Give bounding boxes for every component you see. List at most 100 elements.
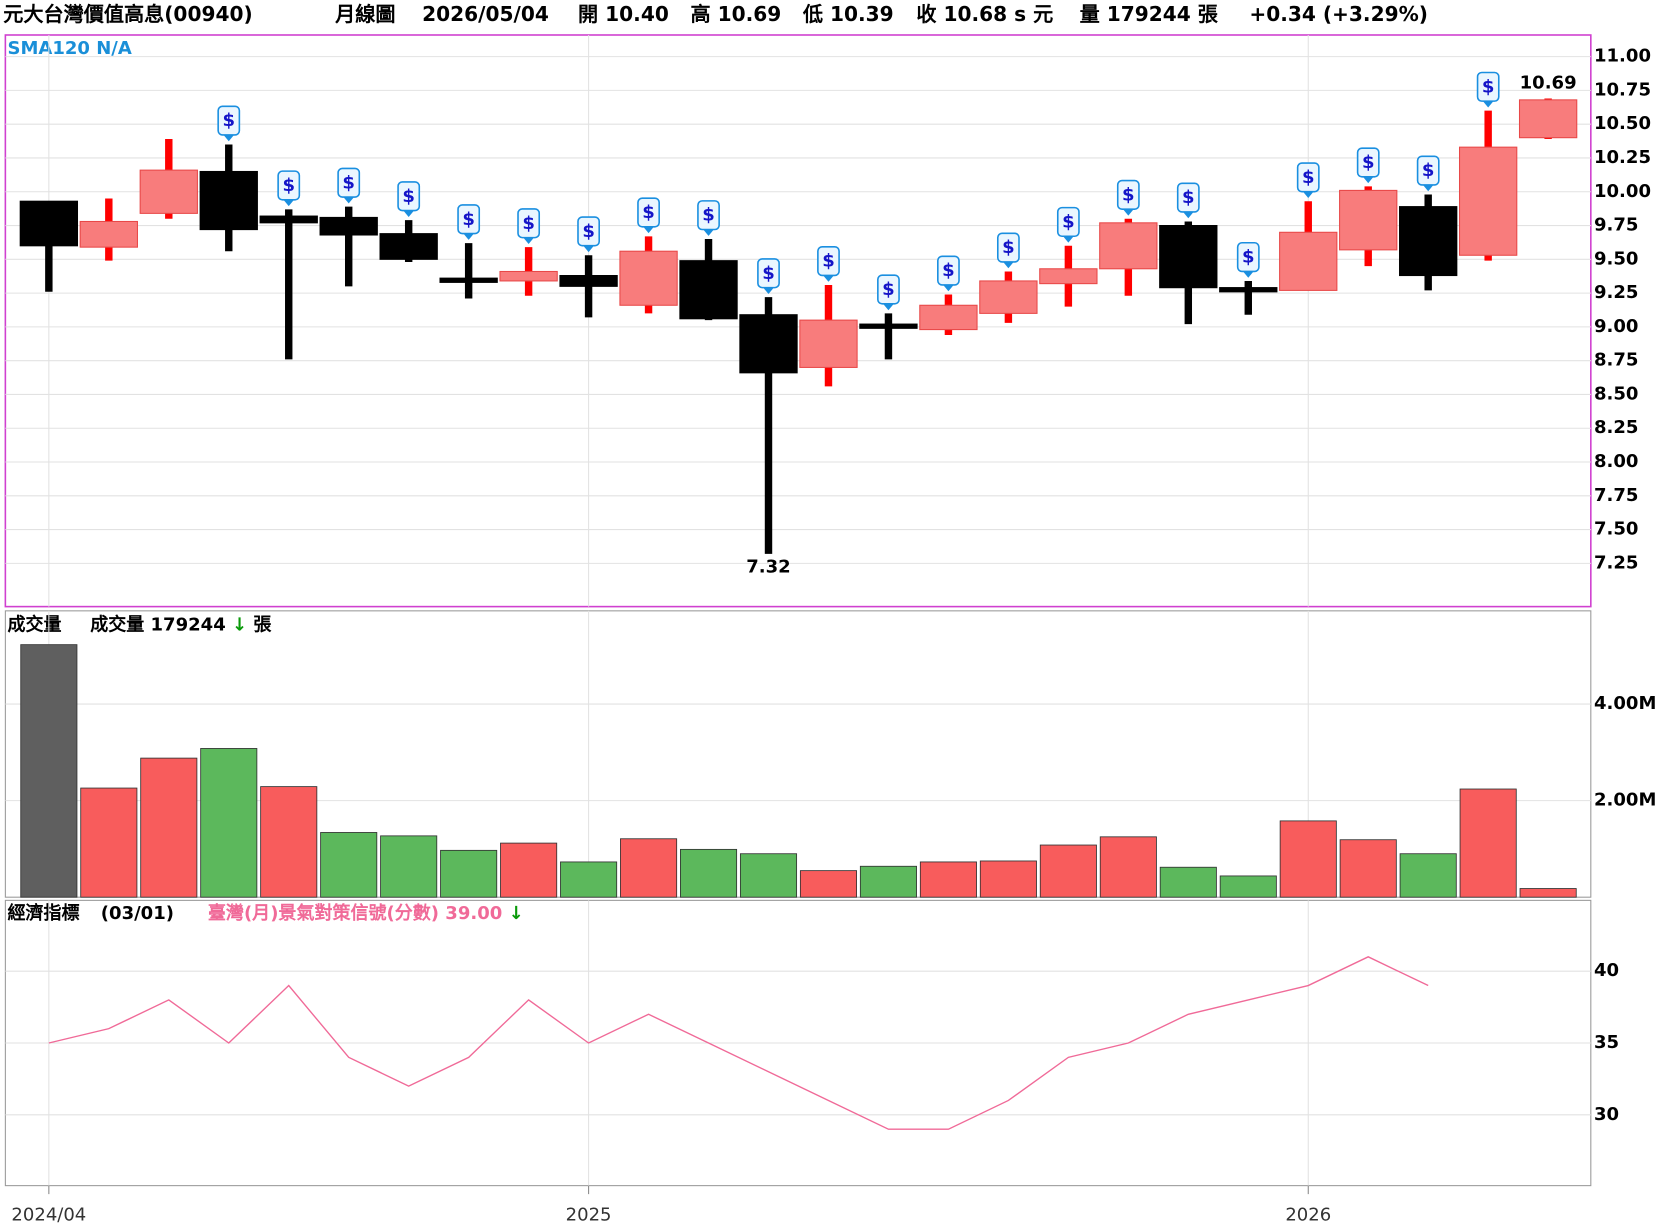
volume-bar	[140, 757, 198, 898]
candle-body	[979, 280, 1038, 314]
candle-body	[379, 233, 438, 260]
candle-body	[439, 277, 498, 283]
volume-bar	[1339, 839, 1397, 898]
dividend-symbol: $	[462, 209, 475, 230]
dividend-badge	[757, 258, 780, 289]
dividend-symbol: $	[282, 175, 295, 196]
dividend-badge	[697, 200, 720, 231]
dividend-pointer	[523, 237, 534, 244]
dividend-badge	[1416, 155, 1440, 186]
dividend-pointer	[643, 226, 654, 234]
dividend-symbol: $	[222, 110, 235, 131]
dividend-pointer	[1183, 211, 1194, 219]
y-tick-label: 10.25	[1594, 147, 1651, 168]
dividend-icon: $	[996, 232, 1020, 269]
indicator-label: SMA120 N/A	[7, 38, 131, 59]
candle-body	[679, 260, 738, 320]
stock-name: 元大台灣價值高息(00940)	[3, 1, 252, 25]
dividend-pointer	[343, 197, 355, 204]
econ-line	[48, 956, 1429, 1130]
candle-body	[19, 200, 79, 247]
volume-bar	[919, 861, 977, 898]
candle-body	[259, 215, 318, 224]
dividend-badge	[217, 105, 241, 136]
volume-bar	[799, 870, 858, 898]
y-tick-label: 7.50	[1594, 519, 1638, 540]
candle-body	[1399, 206, 1458, 277]
volume-bar	[979, 860, 1037, 898]
dividend-pointer	[1123, 209, 1134, 216]
dividend-pointer	[463, 233, 474, 240]
y-tick-label: 11.00	[1594, 46, 1651, 67]
dividend-pointer	[403, 210, 414, 217]
y-tick-label: 40	[1594, 960, 1619, 981]
volume-bar	[20, 644, 78, 898]
econ-date: (03/01)	[101, 903, 174, 924]
candle-body	[919, 304, 978, 331]
dividend-icon: $	[1176, 182, 1200, 219]
dividend-symbol: $	[642, 202, 655, 223]
dividend-icon: $	[517, 208, 541, 244]
trend-arrow: ↓	[509, 903, 524, 924]
dividend-pointer	[1482, 101, 1494, 108]
candle-body	[1518, 99, 1578, 139]
dividend-symbol: $	[822, 251, 835, 272]
dividend-badge	[877, 274, 900, 305]
volume-bar	[1219, 875, 1277, 898]
y-tick-label: 8.25	[1594, 417, 1638, 438]
dividend-pointer	[703, 229, 714, 236]
dividend-symbol: $	[762, 263, 775, 284]
volume: 量 179244 張	[1080, 1, 1219, 25]
dividend-pointer	[823, 275, 834, 282]
dividend-badge	[457, 204, 481, 235]
volume-bar	[739, 853, 798, 898]
volume-bar	[1039, 844, 1097, 898]
volume-bar	[80, 787, 138, 898]
y-tick-label: 9.25	[1594, 282, 1638, 303]
candle-body	[319, 216, 378, 236]
y-tick-label: 30	[1594, 1104, 1619, 1125]
low: 低 10.39	[802, 1, 894, 25]
candle-body	[1159, 225, 1218, 289]
econ-legend: 經濟指標 (03/01) 臺灣(月)景氣對策信號(分數) 39.00 ↓	[7, 902, 523, 924]
dividend-icon: $	[877, 274, 900, 311]
candle-body	[739, 314, 798, 374]
candle-body	[199, 170, 258, 231]
dividend-icon: $	[1056, 206, 1080, 243]
dividend-badge	[1296, 162, 1320, 193]
dividend-badge	[1236, 241, 1260, 273]
volume-title: 成交量	[7, 614, 61, 636]
min-label: 7.32	[746, 557, 790, 578]
change: +0.34 (+3.29%)	[1249, 1, 1428, 25]
dividend-symbol: $	[1242, 247, 1255, 268]
period: 月線圖	[334, 1, 395, 25]
dividend-badge	[817, 246, 840, 277]
dividend-icon: $	[757, 258, 780, 294]
dividend-pointer	[1003, 261, 1014, 269]
y-tick-label: 9.50	[1594, 248, 1638, 269]
volume-bar	[320, 832, 378, 898]
volume-value: 成交量 179244	[90, 614, 226, 636]
dividend-symbol: $	[1422, 160, 1435, 181]
candle-body	[1279, 231, 1338, 291]
candle-body	[559, 275, 618, 287]
high: 高 10.69	[690, 1, 781, 25]
volume-bar	[1519, 888, 1577, 898]
volume-bar	[500, 842, 558, 898]
y-tick-label: 9.75	[1594, 215, 1638, 236]
price-panel	[4, 34, 1592, 608]
x-tick-label: 2025	[566, 1204, 612, 1225]
dividend-symbol: $	[522, 213, 535, 234]
dividend-icon: $	[457, 204, 481, 240]
dividend-badge	[1176, 182, 1200, 213]
dividend-symbol: $	[1122, 184, 1135, 205]
dividend-pointer	[283, 199, 295, 207]
candle-body	[1339, 189, 1398, 251]
open: 開 10.40	[578, 1, 669, 25]
y-tick-label: 10.50	[1594, 113, 1651, 134]
econ-title: 經濟指標	[7, 902, 79, 924]
dividend-badge	[577, 216, 600, 247]
y-tick-label: 8.00	[1594, 451, 1638, 472]
dividend-icon: $	[1116, 179, 1140, 216]
dividend-badge	[337, 167, 361, 198]
